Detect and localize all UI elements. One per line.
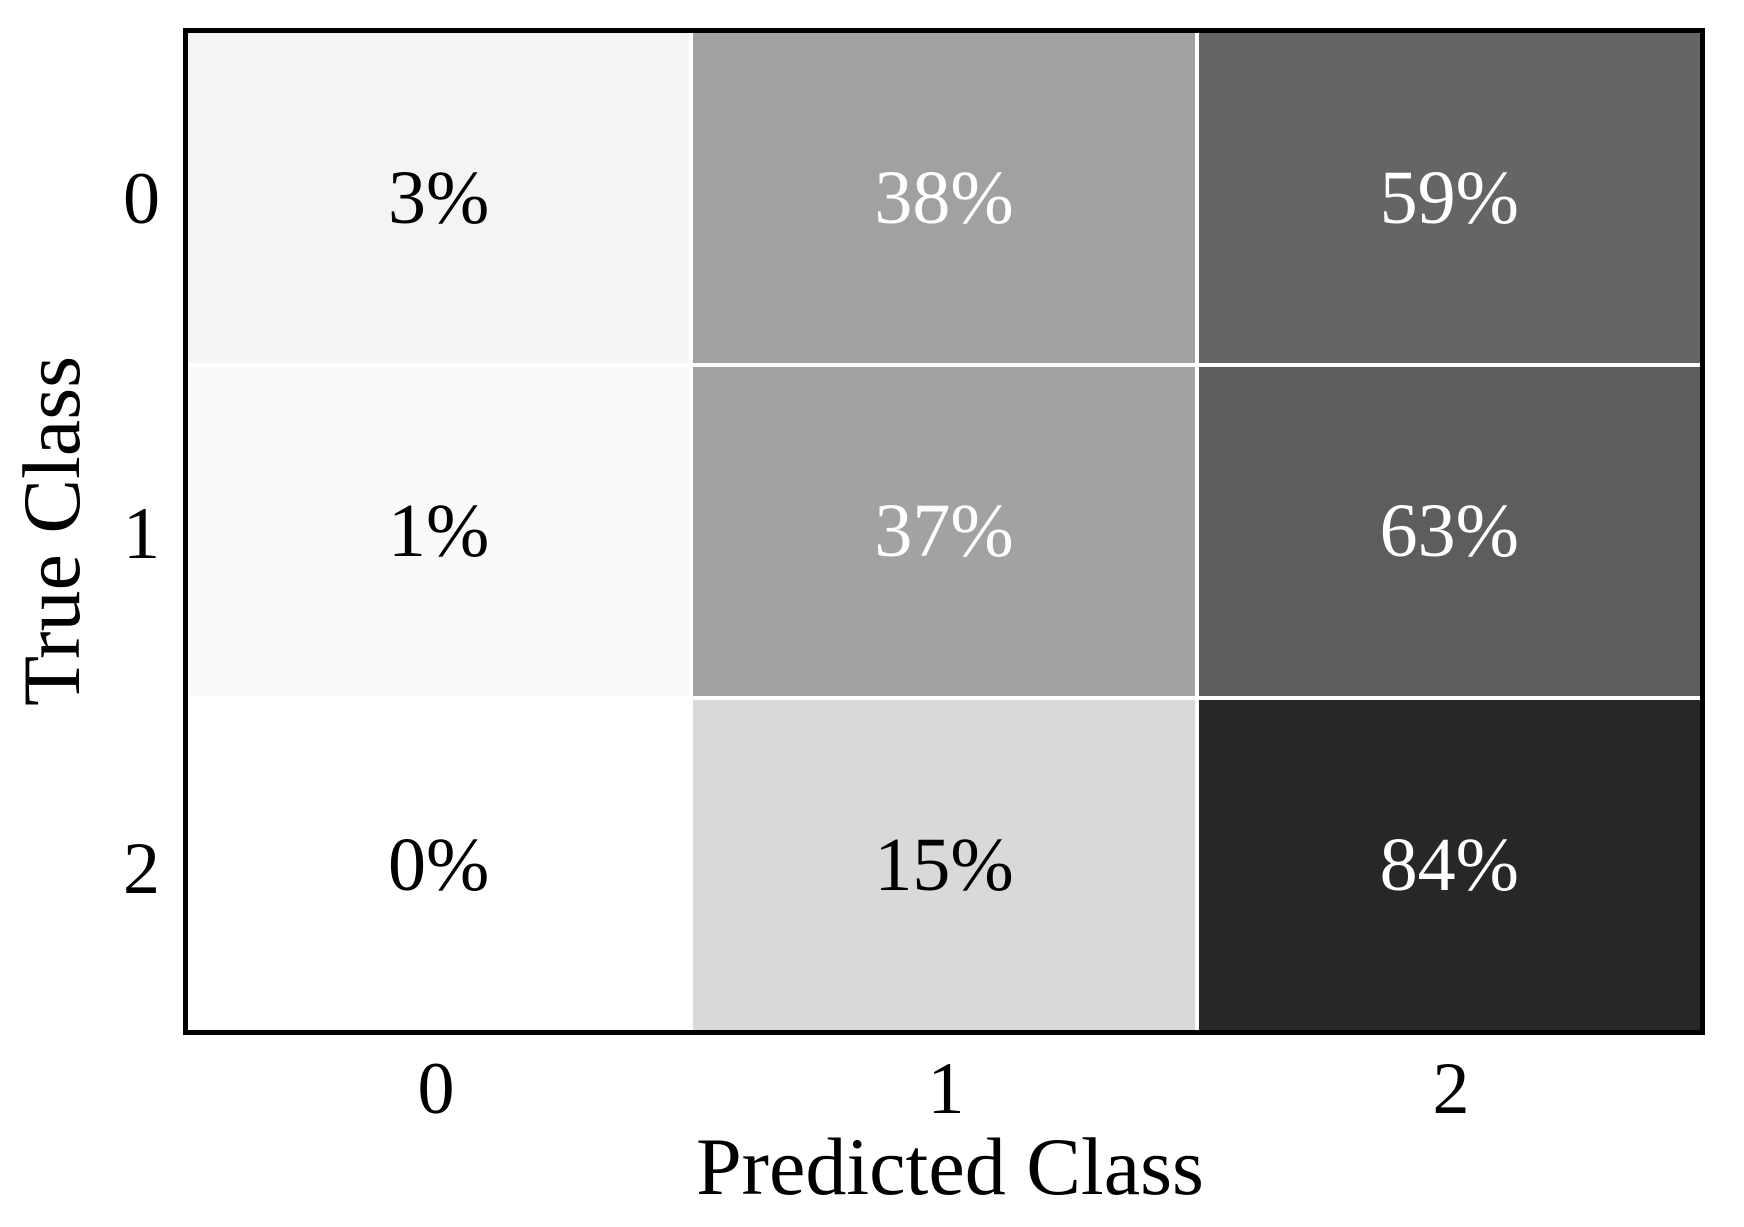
y-tick-label-2: 2 bbox=[123, 828, 160, 910]
x-axis-label: Predicted Class bbox=[696, 1121, 1204, 1212]
y-tick-label-0: 0 bbox=[123, 158, 160, 240]
matrix-cell-r2c2: 84% bbox=[1198, 700, 1700, 1030]
x-tick-label-0: 0 bbox=[417, 1048, 455, 1130]
heatmap-plot-area: 3% 38% 59% 1% 37% 63% 0% 15% 84% bbox=[183, 28, 1705, 1035]
matrix-cell-r0c1: 38% bbox=[693, 33, 1195, 363]
matrix-cell-r1c1: 37% bbox=[693, 366, 1195, 697]
x-tick-label-2: 2 bbox=[1432, 1048, 1470, 1130]
matrix-cell-r2c1: 15% bbox=[693, 700, 1195, 1030]
matrix-cell-r1c2: 63% bbox=[1198, 366, 1700, 697]
y-tick-label-1: 1 bbox=[123, 493, 160, 575]
matrix-cell-r2c0: 0% bbox=[188, 700, 690, 1030]
matrix-cell-r0c0: 3% bbox=[188, 33, 690, 363]
matrix-cell-r1c0: 1% bbox=[188, 366, 690, 697]
matrix-cell-r0c2: 59% bbox=[1198, 33, 1700, 363]
x-tick-label-1: 1 bbox=[927, 1048, 965, 1130]
